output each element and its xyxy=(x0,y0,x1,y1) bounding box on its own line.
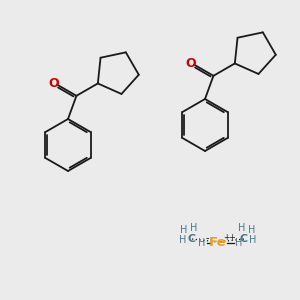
Text: H: H xyxy=(190,223,198,233)
Text: H: H xyxy=(179,235,187,245)
Text: ++: ++ xyxy=(224,232,236,242)
Text: O: O xyxy=(48,77,58,90)
Text: H: H xyxy=(180,225,188,235)
Text: C: C xyxy=(188,234,196,244)
Text: H: H xyxy=(238,223,246,233)
Text: Fe: Fe xyxy=(209,236,227,248)
Text: H: H xyxy=(198,238,206,248)
Text: C: C xyxy=(240,234,248,244)
Text: -: - xyxy=(205,233,209,243)
Text: O: O xyxy=(185,57,196,70)
Text: H: H xyxy=(248,225,256,235)
Text: H: H xyxy=(235,238,243,248)
Text: H: H xyxy=(249,235,257,245)
